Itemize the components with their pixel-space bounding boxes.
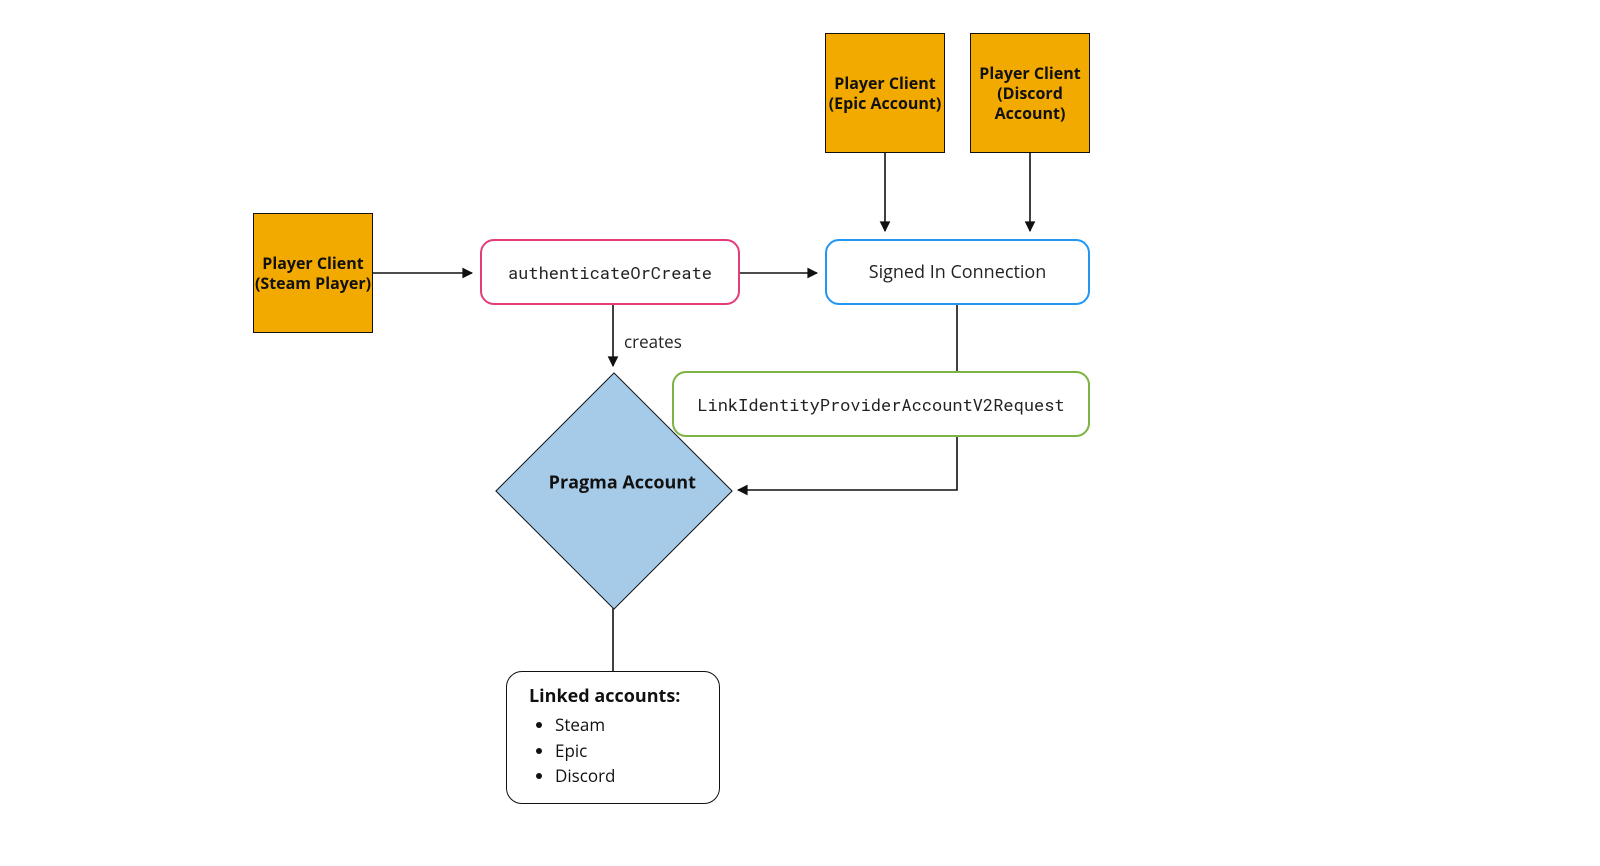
node-player-steam: Player Client (Steam Player) — [253, 213, 373, 333]
node-label: Player Client (Discord Account) — [971, 63, 1089, 123]
node-label: Signed In Connection — [869, 260, 1047, 284]
linked-accounts-title: Linked accounts: — [529, 684, 697, 708]
node-label: Player Client (Steam Player) — [254, 253, 372, 293]
list-item: Steam — [555, 712, 697, 738]
edge-label-creates: creates — [624, 330, 682, 353]
node-authenticate-or-create: authenticateOrCreate — [480, 239, 740, 305]
node-label: LinkIdentityProviderAccountV2Request — [697, 393, 1064, 416]
list-item: Discord — [555, 763, 697, 789]
node-label: Pragma Account — [549, 470, 696, 494]
node-player-discord: Player Client (Discord Account) — [970, 33, 1090, 153]
node-linked-accounts: Linked accounts: Steam Epic Discord — [506, 671, 720, 804]
node-label: Player Client (Epic Account) — [826, 73, 944, 113]
node-player-epic: Player Client (Epic Account) — [825, 33, 945, 153]
node-link-identity-request: LinkIdentityProviderAccountV2Request — [672, 371, 1090, 437]
diagram-canvas: Player Client (Steam Player) Player Clie… — [0, 0, 1600, 866]
node-label: authenticateOrCreate — [508, 261, 712, 284]
linked-accounts-list: Steam Epic Discord — [529, 712, 697, 789]
list-item: Epic — [555, 738, 697, 764]
node-signed-in-connection: Signed In Connection — [825, 239, 1090, 305]
